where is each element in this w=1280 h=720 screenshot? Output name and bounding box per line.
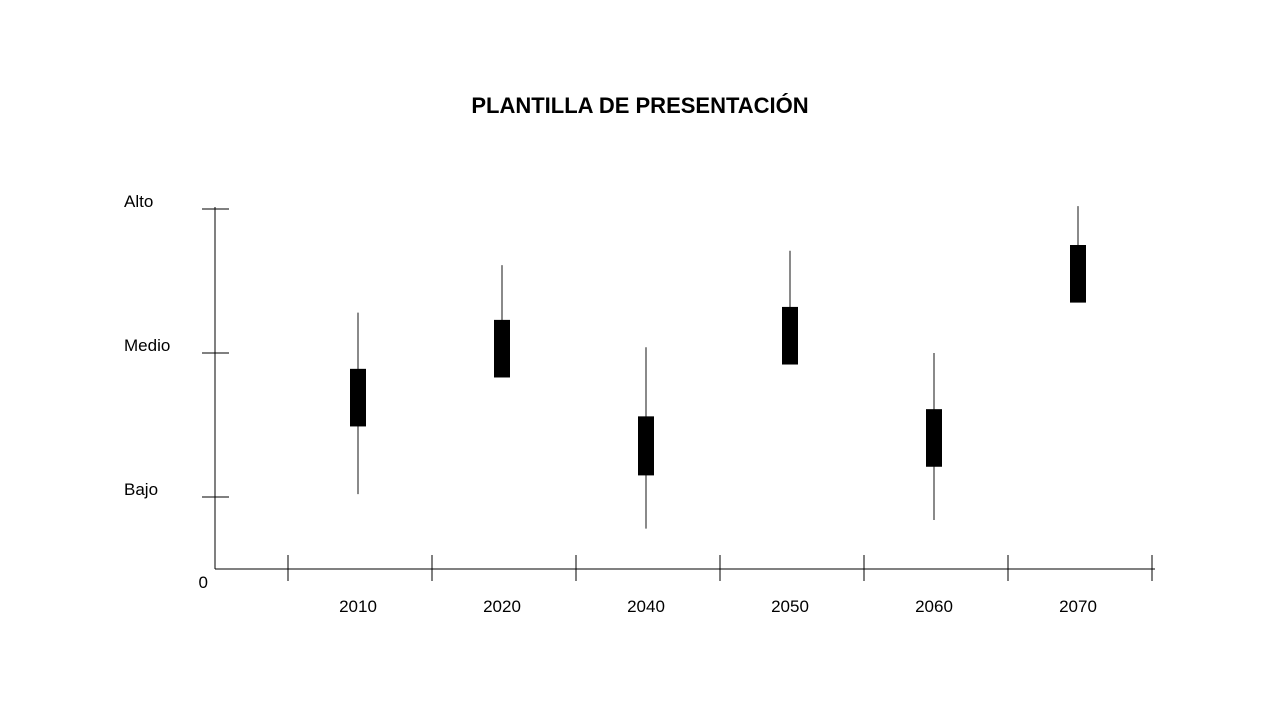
- candle-body-2020: [494, 319, 510, 378]
- x-axis-ticks: [287, 555, 1153, 581]
- x-axis-labels: 2010 2020 2040 2050 2060 2070: [339, 597, 1097, 616]
- x-category-label-2060: 2060: [915, 597, 953, 616]
- y-level-label-alto: Alto: [124, 192, 153, 211]
- candles-group: [350, 206, 1086, 529]
- origin-label: 0: [199, 573, 208, 592]
- candle-2040: [638, 347, 654, 529]
- candle-2070: [1070, 206, 1086, 303]
- candle-2060: [926, 353, 942, 521]
- candle-body-2010: [350, 368, 366, 427]
- x-category-label-2050: 2050: [771, 597, 809, 616]
- chart-title: PLANTILLA DE PRESENTACIÓN: [471, 93, 808, 118]
- candle-body-2040: [638, 416, 654, 476]
- y-level-label-medio: Medio: [124, 336, 170, 355]
- x-category-label-2040: 2040: [627, 597, 665, 616]
- x-category-label-2020: 2020: [483, 597, 521, 616]
- y-level-label-bajo: Bajo: [124, 480, 158, 499]
- x-category-label-2010: 2010: [339, 597, 377, 616]
- candle-2020: [494, 265, 510, 378]
- candle-2010: [350, 312, 366, 495]
- candle-2050: [782, 250, 798, 365]
- candle-body-2070: [1070, 245, 1086, 303]
- x-category-label-2070: 2070: [1059, 597, 1097, 616]
- candle-body-2060: [926, 409, 942, 467]
- y-axis-ticks: Bajo Medio Alto: [124, 192, 229, 499]
- candle-body-2050: [782, 306, 798, 365]
